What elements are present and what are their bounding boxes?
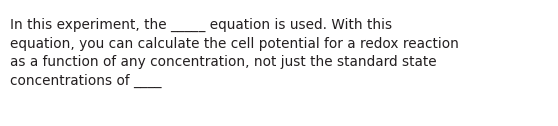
Text: In this experiment, the _____ equation is used. With this
equation, you can calc: In this experiment, the _____ equation i… (10, 18, 459, 88)
